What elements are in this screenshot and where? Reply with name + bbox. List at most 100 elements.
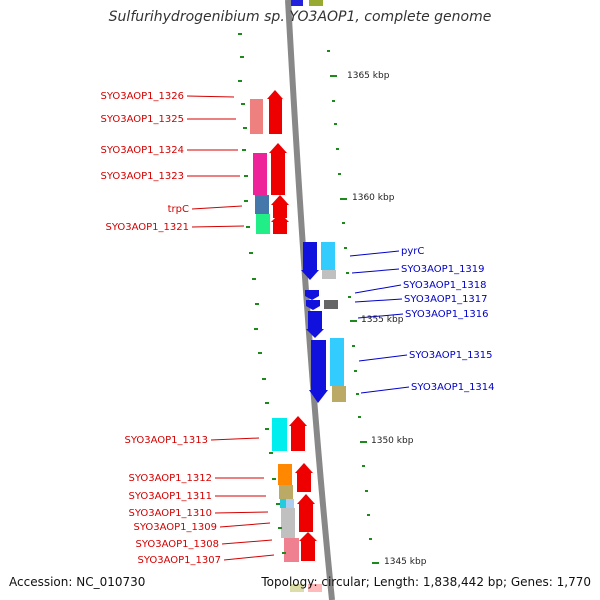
feature-1321-cds — [273, 222, 287, 234]
right-connector — [358, 354, 408, 362]
tick — [336, 148, 339, 150]
tick — [338, 173, 341, 175]
tick — [276, 503, 280, 505]
scale-label: 1365 kbp — [347, 71, 390, 81]
right-connector — [354, 298, 403, 303]
right-gene-label: SYO3AOP1_1319 — [401, 264, 485, 275]
feature-1324-arrow — [269, 143, 287, 153]
feature-1321-strand — [256, 214, 270, 234]
left-gene-label: SYO3AOP1_1325 — [100, 114, 184, 125]
left-gene-label: SYO3AOP1_1313 — [124, 435, 208, 446]
tick — [327, 50, 330, 52]
scale-label: 1350 kbp — [371, 436, 414, 446]
tick — [348, 296, 351, 298]
feature-1319-strand — [322, 270, 336, 279]
tick — [254, 328, 258, 330]
tick — [362, 465, 365, 467]
feature-1316-arrow — [306, 329, 324, 338]
tick — [278, 527, 282, 529]
left-connector — [221, 539, 273, 545]
left-gene-label: SYO3AOP1_1323 — [100, 171, 184, 182]
feature-trpC-cds — [273, 205, 287, 218]
left-gene-label: SYO3AOP1_1310 — [128, 508, 212, 519]
tick — [356, 393, 359, 395]
right-connector — [349, 250, 400, 257]
left-gene-label: SYO3AOP1_1312 — [128, 473, 212, 484]
left-gene-label: SYO3AOP1_1308 — [135, 539, 219, 550]
tick — [258, 352, 262, 354]
label-connectors — [186, 95, 410, 561]
feature-1309-strand — [281, 508, 295, 538]
scale-labels: 1365 kbp 1360 kbp 1355 kbp 1350 kbp 1345 kbp — [347, 71, 427, 567]
tick — [352, 345, 355, 347]
tick — [340, 198, 347, 200]
tick — [372, 562, 379, 564]
left-gene-label: SYO3AOP1_1311 — [128, 491, 212, 502]
feature-1311-strand — [279, 485, 293, 499]
feature-1310-strand — [280, 499, 286, 508]
tick — [249, 252, 253, 254]
tick — [330, 75, 337, 77]
tick — [255, 303, 259, 305]
feature-1326-cds — [269, 99, 282, 134]
feature-1317-strand — [324, 300, 338, 309]
left-connector — [191, 225, 245, 228]
feature-1313-strand — [272, 418, 287, 451]
tick — [244, 175, 248, 177]
tick — [367, 514, 370, 516]
right-gene-labels: pyrC SYO3AOP1_1319 SYO3AOP1_1318 SYO3AOP1_1… — [401, 246, 495, 393]
tick — [244, 200, 248, 202]
left-gene-label: trpC — [168, 204, 189, 215]
right-connector — [351, 268, 400, 274]
tick — [265, 428, 269, 430]
right-connector — [357, 313, 404, 319]
left-gene-label: SYO3AOP1_1324 — [100, 145, 184, 156]
feature-1310b-strand — [286, 499, 294, 508]
tick — [242, 149, 246, 151]
tick — [282, 552, 286, 554]
map-title: Sulfurihydrogenibium sp. YO3AOP1, comple… — [108, 9, 492, 25]
scale-label: 1355 kbp — [361, 315, 404, 325]
tick — [262, 378, 266, 380]
left-gene-label: SYO3AOP1_1307 — [137, 555, 221, 566]
tick — [344, 247, 347, 249]
tick — [369, 538, 372, 540]
feature-1315-arrow — [309, 390, 328, 403]
feature-trpC-arrow — [271, 195, 289, 205]
left-gene-label: SYO3AOP1_1321 — [105, 222, 189, 233]
feature-pyrC-arrow — [301, 270, 319, 280]
feature-top-olive — [309, 0, 323, 6]
feature-1307-strand — [284, 538, 299, 562]
feature-pyrC-cds — [303, 242, 317, 270]
feature-1317-arrow — [306, 300, 320, 310]
feature-1310-arrow — [297, 494, 315, 504]
scale-label: 1360 kbp — [352, 193, 395, 203]
feature-1313-cds — [291, 426, 305, 451]
tick — [240, 56, 244, 58]
feature-1312-strand — [278, 464, 292, 485]
feature-top-blue — [291, 0, 303, 6]
right-gene-label: SYO3AOP1_1318 — [403, 280, 487, 291]
right-gene-label: SYO3AOP1_1314 — [411, 382, 495, 393]
left-connector — [219, 522, 271, 528]
feature-1313-arrow — [289, 416, 307, 426]
feature-1310-cds — [299, 504, 313, 532]
tick — [269, 452, 273, 454]
feature-bottom-pink — [308, 584, 322, 592]
tick — [252, 278, 256, 280]
feature-1315-cds — [311, 340, 326, 390]
accession-text: Accession: NC_010730 — [9, 575, 146, 589]
tick — [365, 490, 368, 492]
tick — [241, 103, 245, 105]
tick — [332, 100, 335, 102]
feature-1308-cds — [301, 541, 315, 561]
right-gene-label: pyrC — [401, 246, 424, 257]
feature-1314-strand — [332, 386, 346, 402]
feature-1321-arrow — [271, 213, 289, 222]
right-gene-label: SYO3AOP1_1317 — [404, 294, 488, 305]
feature-1325-strand — [250, 99, 263, 134]
feature-1318-arrow — [305, 290, 319, 300]
tick — [354, 370, 357, 372]
scale-label: 1345 kbp — [384, 557, 427, 567]
